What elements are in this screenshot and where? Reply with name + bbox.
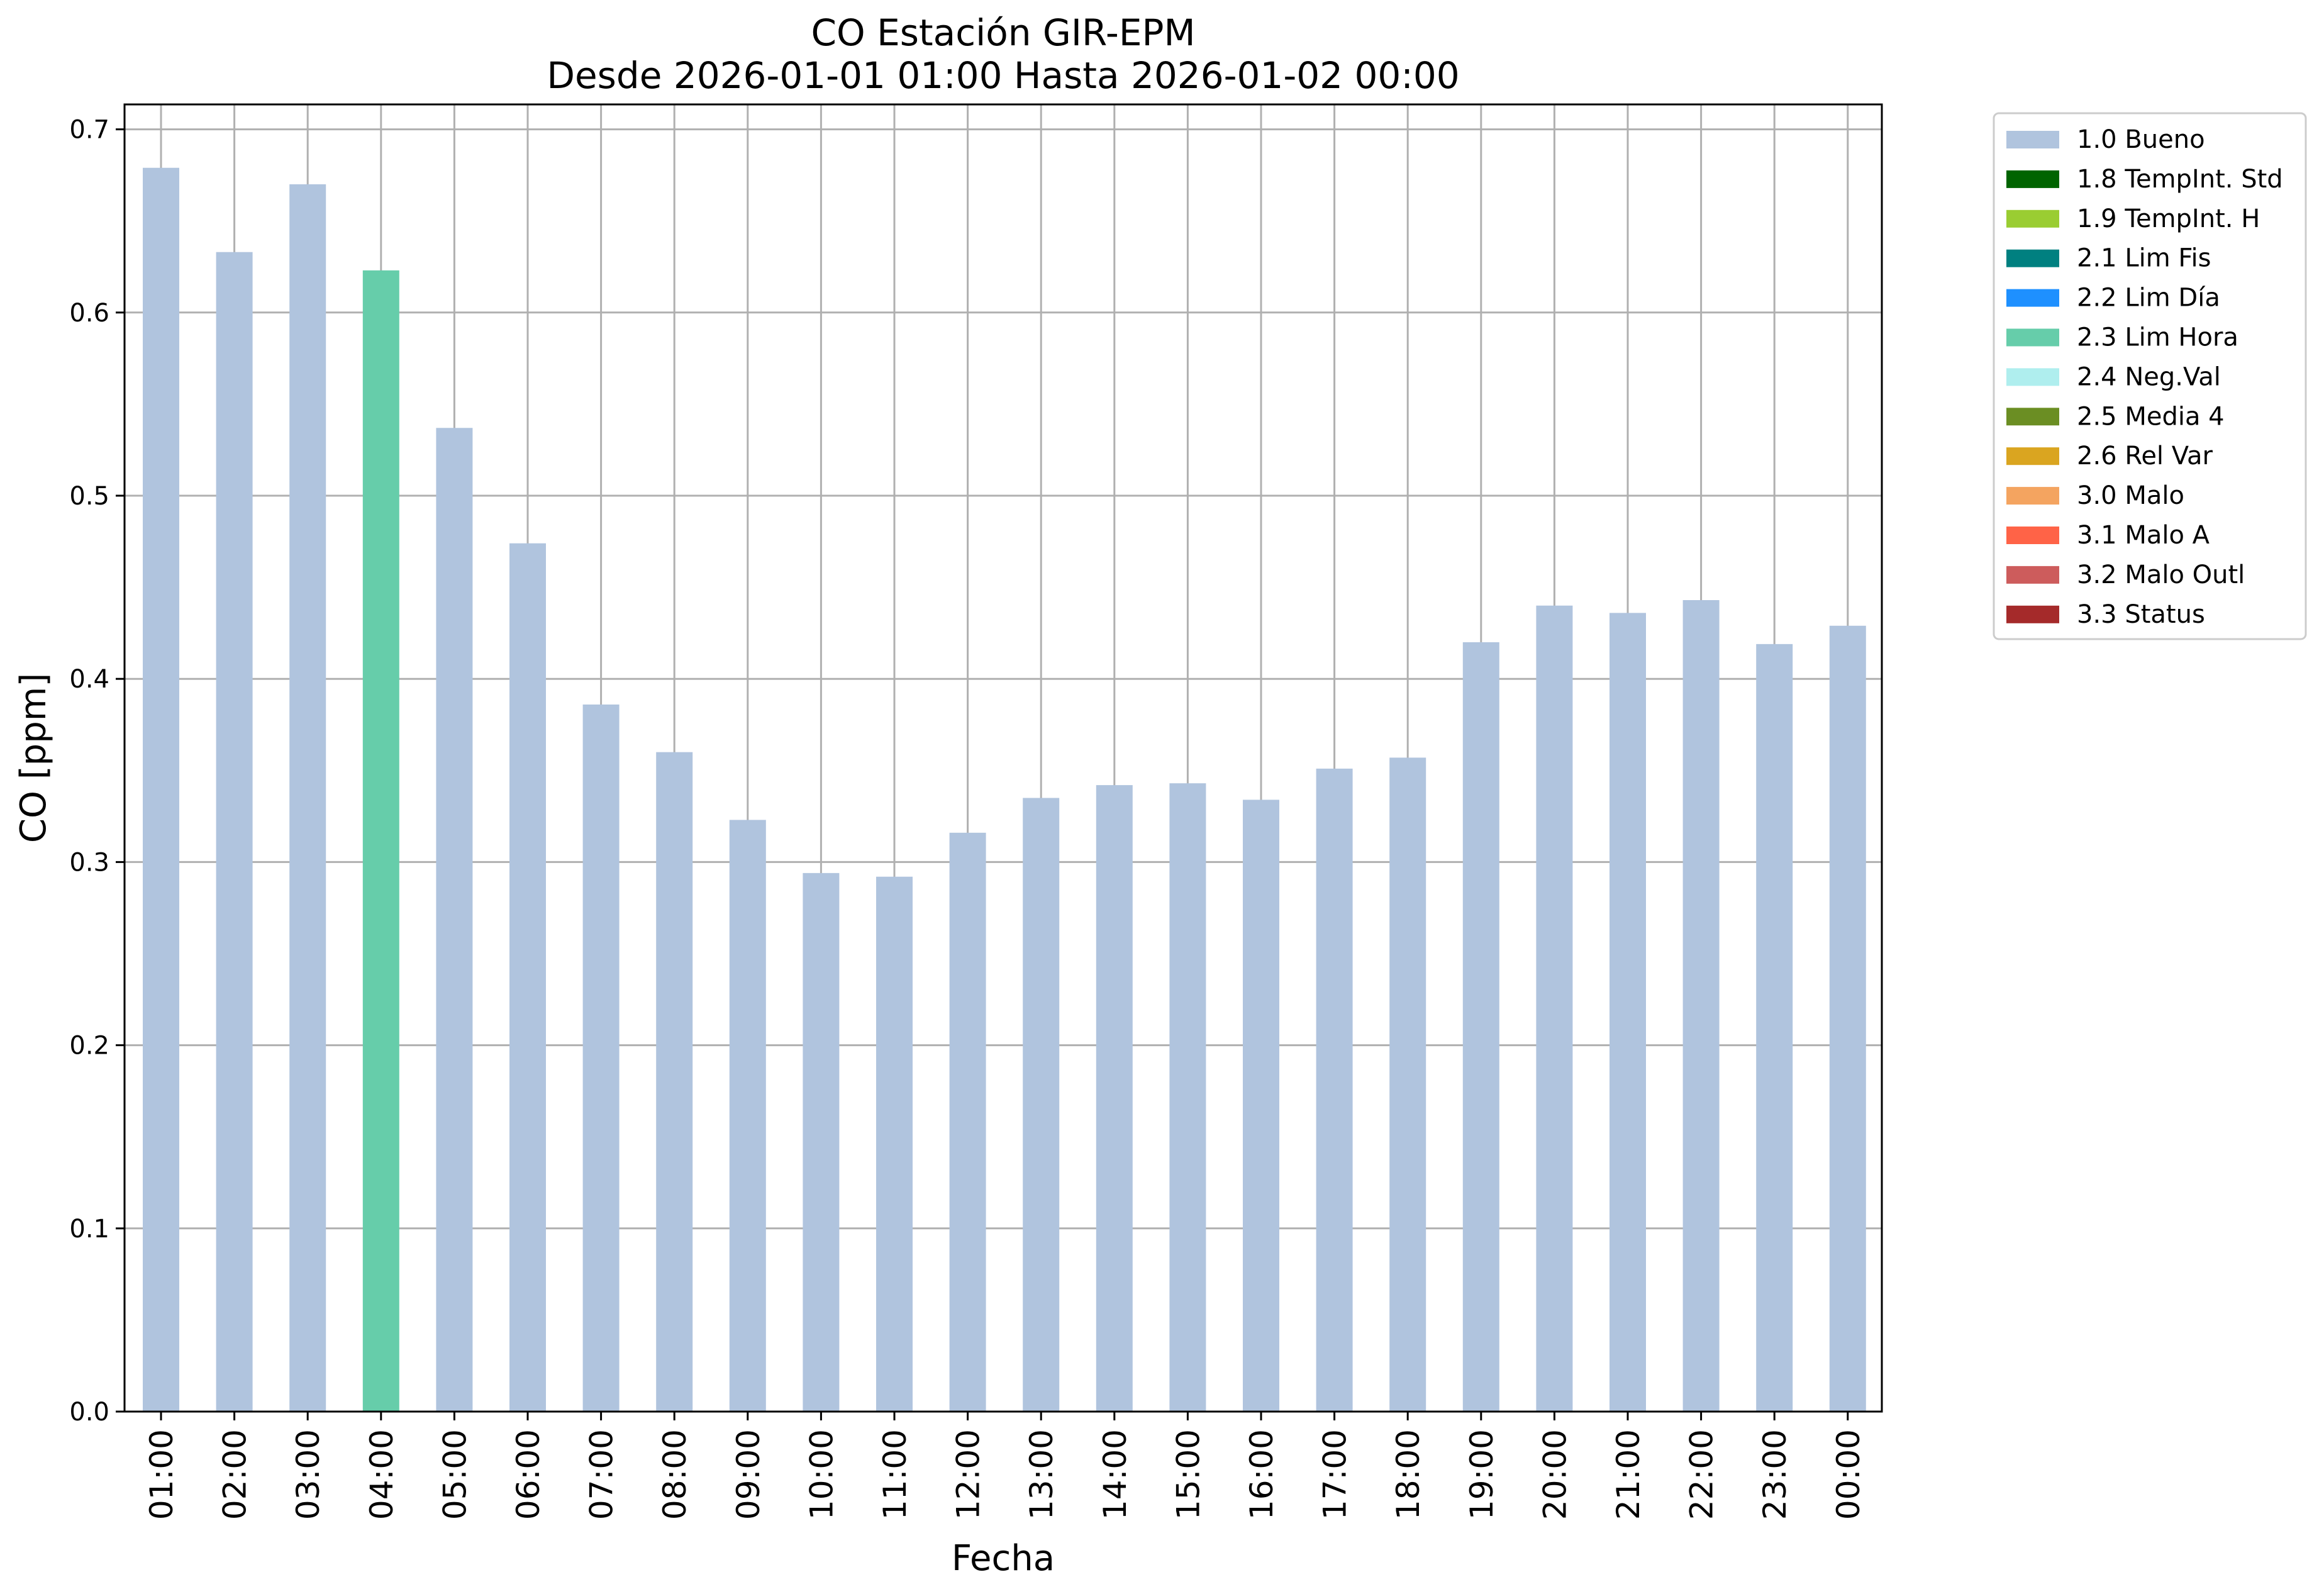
bar-0100 bbox=[143, 167, 179, 1412]
y-axis-ticks: 0.0 0.1 0.2 0.3 0.4 0.5 0.6 0.7 bbox=[69, 116, 125, 1427]
x-tick-label: 18:00 bbox=[1390, 1429, 1426, 1520]
legend-swatch bbox=[2006, 209, 2059, 228]
legend-label: 3.1 Malo A bbox=[2077, 521, 2210, 550]
x-tick-label: 09:00 bbox=[730, 1429, 767, 1520]
legend-label: 2.1 Lim Fis bbox=[2077, 244, 2211, 273]
legend-swatch bbox=[2006, 368, 2059, 386]
bar-2200 bbox=[1682, 599, 1720, 1412]
x-axis-label: Fecha bbox=[952, 1538, 1055, 1579]
x-tick-label: 04:00 bbox=[364, 1429, 400, 1520]
x-tick-label: 16:00 bbox=[1243, 1429, 1280, 1520]
bar-0700 bbox=[582, 704, 620, 1412]
legend-swatch bbox=[2006, 605, 2059, 623]
bar-2000 bbox=[1536, 605, 1573, 1412]
legend-swatch bbox=[2006, 408, 2059, 426]
legend-label: 2.6 Rel Var bbox=[2077, 442, 2213, 471]
x-tick-label: 13:00 bbox=[1023, 1429, 1060, 1520]
x-tick-label: 22:00 bbox=[1684, 1429, 1720, 1520]
x-tick-label: 21:00 bbox=[1610, 1429, 1647, 1520]
chart-title: CO Estación GIR-EPM bbox=[811, 11, 1195, 54]
legend-label: 1.8 TempInt. Std bbox=[2077, 165, 2283, 194]
legend: 1.0 Bueno 1.8 TempInt. Std 1.9 TempInt. H 2… bbox=[1993, 112, 2307, 640]
x-tick-label: 06:00 bbox=[510, 1429, 547, 1520]
x-tick-label: 08:00 bbox=[657, 1429, 693, 1520]
x-tick-label: 17:00 bbox=[1317, 1429, 1354, 1520]
x-tick-label: 14:00 bbox=[1097, 1429, 1133, 1520]
legend-label: 2.5 Media 4 bbox=[2077, 402, 2225, 431]
legend-frame bbox=[1993, 112, 2307, 640]
bar-0500 bbox=[436, 428, 473, 1412]
legend-swatch bbox=[2006, 328, 2059, 347]
legend-swatch bbox=[2006, 170, 2059, 188]
legend-swatch bbox=[2006, 566, 2059, 584]
chart-subtitle: Desde 2026-01-01 01:00 Hasta 2026-01-02 … bbox=[547, 54, 1459, 97]
bar-1800 bbox=[1389, 757, 1426, 1412]
x-tick-label: 23:00 bbox=[1757, 1429, 1793, 1520]
y-axis-label: CO [ppm] bbox=[13, 673, 54, 843]
bar-0000 bbox=[1829, 625, 1866, 1412]
bar-0300 bbox=[289, 184, 326, 1412]
bar-1300 bbox=[1023, 798, 1060, 1412]
legend-swatch bbox=[2006, 447, 2059, 465]
plot-frame bbox=[123, 103, 1883, 1413]
bar-0900 bbox=[729, 820, 766, 1412]
bar-1200 bbox=[949, 832, 986, 1412]
y-tick-label: 0.3 bbox=[69, 848, 109, 877]
bar-0200 bbox=[216, 252, 253, 1412]
legend-label: 1.9 TempInt. H bbox=[2077, 204, 2260, 233]
legend-swatch bbox=[2006, 131, 2059, 148]
x-axis-ticks: 01:00 02:00 03:00 04:00 05:00 06:00 07:00 08:00… bbox=[143, 1412, 1867, 1520]
y-tick-label: 0.7 bbox=[69, 116, 109, 145]
legend-swatch bbox=[2006, 527, 2059, 544]
legend-swatch bbox=[2006, 289, 2059, 307]
y-tick-label: 0.1 bbox=[69, 1215, 109, 1244]
legend-swatch bbox=[2006, 249, 2059, 267]
bar-1500 bbox=[1169, 783, 1206, 1412]
bar-1000 bbox=[803, 872, 840, 1412]
bar-0800 bbox=[656, 752, 693, 1412]
bar-1700 bbox=[1316, 768, 1353, 1412]
bar-1900 bbox=[1462, 642, 1499, 1412]
legend-swatch bbox=[2006, 487, 2059, 505]
y-tick-label: 0.5 bbox=[69, 482, 109, 511]
x-tick-label: 03:00 bbox=[290, 1429, 326, 1520]
bars bbox=[143, 167, 1866, 1412]
x-tick-label: 02:00 bbox=[217, 1429, 253, 1520]
x-tick-label: 15:00 bbox=[1170, 1429, 1206, 1520]
bar-0400 bbox=[362, 270, 399, 1412]
bar-2100 bbox=[1610, 613, 1646, 1412]
x-tick-label: 11:00 bbox=[877, 1429, 913, 1520]
x-tick-label: 20:00 bbox=[1537, 1429, 1573, 1520]
bar-0600 bbox=[509, 543, 546, 1412]
bar-2300 bbox=[1756, 644, 1793, 1412]
legend-label: 2.4 Neg.Val bbox=[2077, 362, 2221, 391]
x-tick-label: 10:00 bbox=[803, 1429, 840, 1520]
x-tick-label: 00:00 bbox=[1830, 1429, 1867, 1520]
bar-1400 bbox=[1096, 785, 1133, 1412]
y-tick-label: 0.6 bbox=[69, 299, 109, 328]
x-tick-label: 05:00 bbox=[436, 1429, 473, 1520]
legend-label: 2.3 Lim Hora bbox=[2077, 323, 2238, 352]
bar-1600 bbox=[1243, 800, 1279, 1412]
x-tick-label: 07:00 bbox=[584, 1429, 620, 1520]
legend-label: 2.2 Lim Día bbox=[2077, 284, 2220, 313]
legend-label: 3.2 Malo Outl bbox=[2077, 560, 2245, 589]
legend-label: 3.0 Malo bbox=[2077, 481, 2184, 510]
y-tick-label: 0.4 bbox=[69, 665, 109, 694]
y-tick-label: 0.0 bbox=[69, 1398, 109, 1427]
bar-1100 bbox=[876, 876, 913, 1412]
x-tick-label: 19:00 bbox=[1464, 1429, 1500, 1520]
x-tick-label: 12:00 bbox=[950, 1429, 987, 1520]
legend-label: 1.0 Bueno bbox=[2077, 125, 2205, 154]
y-tick-label: 0.2 bbox=[69, 1032, 109, 1061]
legend-label: 3.3 Status bbox=[2077, 600, 2205, 629]
x-tick-label: 01:00 bbox=[143, 1429, 180, 1520]
